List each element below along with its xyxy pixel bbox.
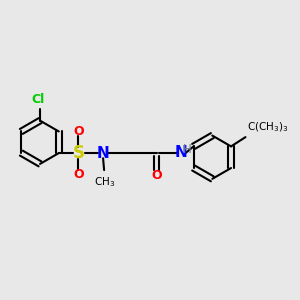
Text: C(CH$_3$)$_3$: C(CH$_3$)$_3$ <box>247 120 289 134</box>
Text: O: O <box>73 125 84 138</box>
Text: S: S <box>72 144 84 162</box>
Text: O: O <box>152 169 162 182</box>
Text: CH$_3$: CH$_3$ <box>94 175 115 188</box>
Text: Cl: Cl <box>31 93 45 106</box>
Text: N: N <box>97 146 110 160</box>
Text: H: H <box>183 143 192 156</box>
Text: O: O <box>73 168 84 181</box>
Text: N: N <box>175 145 188 160</box>
